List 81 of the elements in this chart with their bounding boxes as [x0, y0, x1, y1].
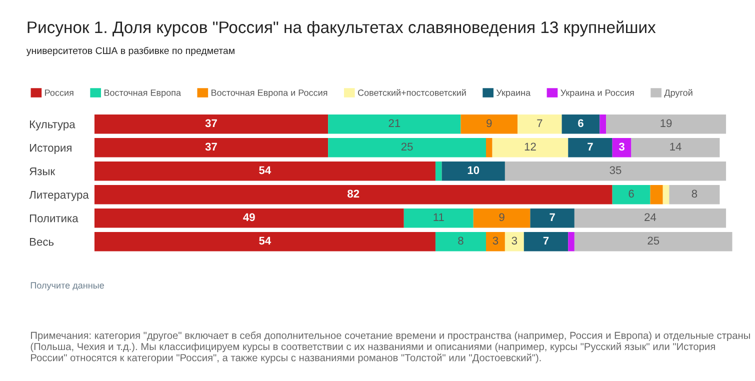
y-tick-label: История — [30, 144, 72, 154]
bar — [606, 114, 726, 134]
data-label: 7 — [537, 119, 542, 128]
data-label: 19 — [660, 119, 672, 128]
bar — [568, 232, 574, 252]
bar — [504, 162, 726, 181]
data-label: 3 — [492, 236, 498, 245]
bar — [435, 162, 442, 181]
bar — [650, 184, 663, 204]
data-label: 10 — [468, 166, 480, 174]
bar — [94, 138, 328, 158]
bar — [669, 184, 720, 204]
data-label: 35 — [610, 166, 622, 174]
chart-subtitle: университетов США в разбивке по предметам — [26, 46, 234, 56]
bar — [662, 184, 670, 204]
bar — [94, 232, 436, 252]
bar — [94, 114, 328, 134]
data-label: 25 — [648, 236, 660, 245]
data-label: 12 — [524, 142, 536, 151]
bar — [574, 208, 726, 228]
data-label: 54 — [259, 236, 272, 245]
legend-label: Другой — [664, 89, 692, 98]
bar — [612, 184, 650, 204]
data-label: 6 — [578, 119, 584, 128]
y-tick-label: Культура — [30, 120, 76, 130]
data-label: 37 — [205, 142, 217, 151]
bar — [94, 208, 404, 228]
bar — [518, 114, 562, 134]
bar — [631, 138, 720, 158]
bar — [530, 208, 574, 228]
legend-label: Украина — [496, 90, 531, 98]
y-tick-label: Язык — [30, 168, 56, 176]
data-label: 21 — [388, 119, 400, 128]
data-label: 8 — [458, 236, 464, 245]
data-label: 9 — [486, 119, 492, 128]
data-label: 11 — [434, 213, 444, 221]
bar — [486, 232, 505, 252]
text: Примечания: категория "другое" включает в себя дополнительное сочетание времени и пространства (например, Россия и Европа) и отдельные страны (Польша, Чехия и т.д.). Мы классифицируем курсы в соответствии с их названиями и описаниями (например, курсы "Русский язык" или "История России" относятся к категории "Россия", а также курсы с названиями романов "Толстой" или "Достоевский"). — [30, 331, 750, 364]
legend-label: Россия — [45, 90, 74, 96]
y-tick-label: Литература — [29, 191, 89, 201]
text: Получите данные — [30, 282, 104, 290]
data-label: 24 — [644, 213, 656, 221]
data-label: 7 — [543, 236, 549, 244]
data-label: 7 — [550, 213, 555, 221]
data-label: 3 — [618, 142, 624, 151]
y-tick-label: Политика — [30, 214, 78, 222]
data-label: 25 — [401, 142, 413, 151]
bar — [568, 138, 612, 158]
data-label: 82 — [348, 190, 360, 198]
chart-title: Рисунок 1. Доля курсов "Россия" на факультетах славяноведения 13 крупнейших — [28, 20, 656, 36]
bar — [328, 138, 486, 158]
y-tick-label: Весь — [30, 238, 54, 246]
bar — [574, 232, 732, 252]
bar — [94, 162, 436, 181]
data-label: 7 — [588, 142, 593, 151]
bar — [435, 232, 486, 252]
bar — [612, 138, 632, 158]
data-label: 9 — [499, 213, 504, 222]
bar — [94, 184, 612, 204]
data-label: 37 — [205, 119, 217, 128]
bar — [524, 232, 568, 252]
bar — [562, 114, 600, 134]
data-label: 8 — [692, 190, 698, 198]
bar — [328, 114, 461, 134]
legend-label: Украина и Россия — [560, 90, 634, 98]
bar — [460, 114, 518, 134]
data-label: 54 — [259, 166, 272, 174]
data-label: 6 — [628, 190, 634, 198]
bar — [473, 208, 530, 228]
bar — [600, 114, 606, 134]
data-label: 49 — [243, 213, 255, 222]
data-label: 14 — [670, 142, 682, 151]
legend-label: Восточная Европа и Россия — [212, 90, 328, 98]
data-label: 3 — [512, 236, 518, 245]
bar — [442, 162, 505, 181]
bar — [492, 138, 568, 158]
bar — [486, 138, 492, 158]
legend-label: Восточная Европа — [104, 90, 181, 98]
bar — [404, 208, 474, 228]
legend-label: Советский+постсоветский — [358, 89, 466, 96]
bar — [504, 232, 524, 252]
